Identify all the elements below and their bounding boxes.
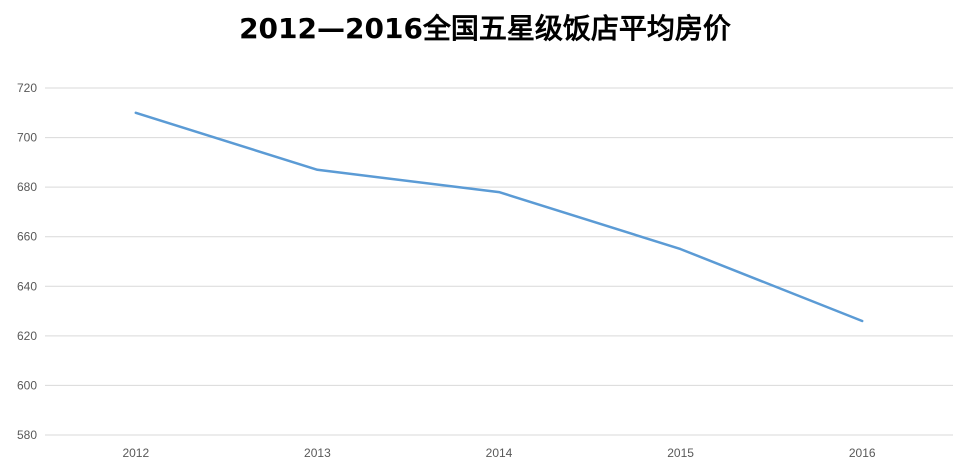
x-axis-tick-labels: 2012 2013 2014 2015 2016 [122, 446, 875, 460]
series-layer [134, 111, 864, 323]
x-tick-label: 2015 [667, 446, 694, 460]
y-tick-label: 580 [17, 428, 37, 442]
gridlines [45, 87, 953, 436]
y-tick-label: 620 [17, 329, 37, 343]
series-line [134, 111, 864, 323]
y-tick-label: 680 [17, 180, 37, 194]
y-tick-label: 600 [17, 378, 37, 392]
y-axis-tick-labels: 580 600 620 640 660 680 700 720 [17, 81, 37, 442]
x-tick-label: 2016 [849, 446, 876, 460]
y-tick-label: 700 [17, 131, 37, 145]
x-tick-label: 2012 [122, 446, 149, 460]
y-tick-label: 660 [17, 230, 37, 244]
y-tick-label: 720 [17, 81, 37, 95]
y-tick-label: 640 [17, 279, 37, 293]
x-tick-label: 2014 [486, 446, 513, 460]
chart-title: 2012—2016全国五星级饭店平均房价 [239, 12, 732, 45]
x-tick-label: 2013 [304, 446, 331, 460]
